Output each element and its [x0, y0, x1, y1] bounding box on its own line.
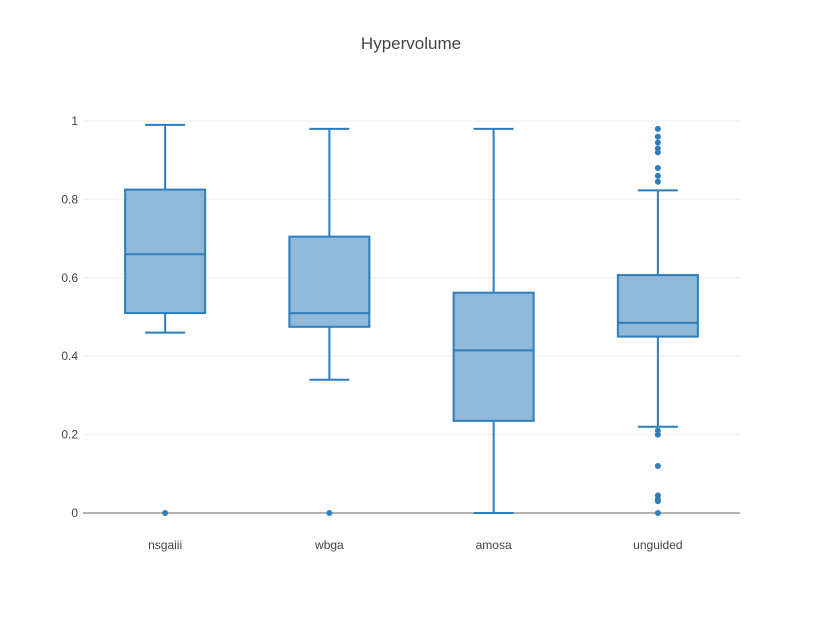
outlier-point [654, 431, 661, 438]
outlier-point [326, 510, 333, 516]
box-group-amosa [452, 127, 535, 514]
x-axis-ticks: nsgaiii wbga amosa unguided [148, 538, 682, 552]
box-iqr [288, 235, 371, 328]
y-axis-ticks: 0 0.2 0.4 0.6 0.8 1 [61, 114, 78, 520]
outlier-point [654, 510, 661, 516]
x-tick-label: amosa [476, 538, 512, 552]
box-iqr [616, 274, 699, 338]
y-tick-label: 0 [71, 506, 78, 520]
outlier-point [654, 498, 661, 505]
x-tick-label: wbga [314, 538, 344, 552]
y-tick-label: 1 [71, 114, 78, 128]
box-iqr [452, 291, 535, 422]
box-iqr [124, 188, 207, 315]
outlier-point [654, 165, 661, 172]
box-layer [124, 123, 699, 516]
box-group-nsgaiii [124, 123, 207, 516]
outlier-point [654, 178, 661, 185]
outlier-point [162, 510, 169, 516]
y-tick-label: 0.2 [61, 428, 78, 442]
outlier-point [654, 139, 661, 146]
x-tick-label: unguided [633, 538, 682, 552]
chart-title: Hypervolume [360, 34, 462, 53]
box-group-unguided [616, 125, 699, 516]
outlier-point [654, 133, 661, 140]
box-group-wbga [288, 127, 371, 516]
y-tick-label: 0.4 [61, 349, 78, 363]
y-tick-label: 0.8 [61, 192, 78, 206]
outlier-point [654, 125, 661, 132]
y-tick-label: 0.6 [61, 271, 78, 285]
outlier-point [654, 462, 661, 469]
x-tick-label: nsgaiii [148, 538, 182, 552]
outlier-point [654, 172, 661, 179]
outlier-point [654, 149, 661, 156]
